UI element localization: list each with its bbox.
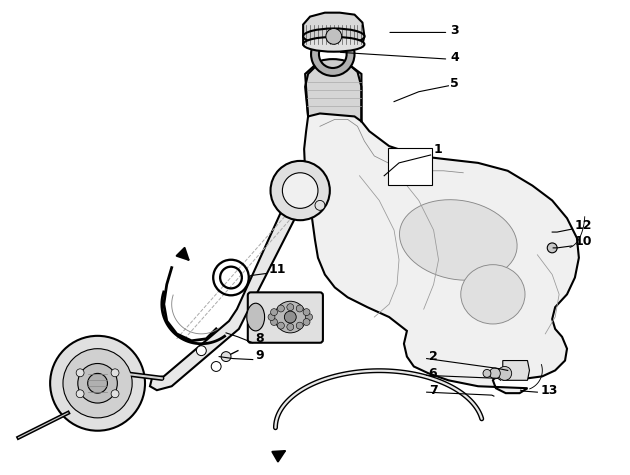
Circle shape [296, 322, 303, 329]
Text: 6: 6 [428, 367, 437, 380]
Text: 12: 12 [575, 218, 592, 232]
Ellipse shape [399, 200, 517, 280]
Circle shape [490, 368, 500, 379]
Ellipse shape [303, 28, 364, 44]
Text: 1: 1 [433, 142, 442, 155]
Polygon shape [150, 189, 308, 390]
Circle shape [88, 373, 108, 393]
Ellipse shape [316, 59, 350, 71]
Circle shape [221, 352, 231, 361]
Circle shape [483, 370, 491, 377]
Text: 11: 11 [268, 263, 286, 276]
Circle shape [211, 361, 221, 371]
Circle shape [547, 243, 557, 253]
Circle shape [287, 304, 294, 311]
Circle shape [270, 309, 277, 315]
Text: 8: 8 [256, 332, 265, 345]
Circle shape [63, 349, 132, 418]
Circle shape [296, 305, 303, 312]
Ellipse shape [247, 303, 265, 331]
Circle shape [111, 390, 119, 398]
Circle shape [315, 200, 325, 210]
Text: 13: 13 [541, 384, 558, 397]
Circle shape [270, 161, 330, 220]
Circle shape [78, 363, 117, 403]
Text: 3: 3 [450, 24, 459, 37]
Circle shape [326, 28, 341, 44]
Circle shape [50, 336, 145, 431]
Circle shape [275, 301, 306, 333]
Polygon shape [305, 65, 362, 122]
Ellipse shape [303, 37, 364, 52]
FancyBboxPatch shape [248, 292, 323, 343]
Text: 7: 7 [428, 384, 437, 397]
Circle shape [287, 323, 294, 331]
Text: 5: 5 [450, 77, 459, 90]
Polygon shape [304, 97, 579, 393]
Circle shape [306, 314, 312, 321]
Text: 9: 9 [256, 349, 265, 362]
Circle shape [284, 311, 296, 323]
Text: 2: 2 [428, 350, 437, 363]
Circle shape [197, 346, 206, 356]
Circle shape [76, 390, 84, 398]
Circle shape [277, 305, 284, 312]
Polygon shape [303, 13, 364, 44]
Text: 4: 4 [450, 51, 459, 64]
FancyBboxPatch shape [388, 148, 432, 185]
Text: 10: 10 [575, 236, 592, 248]
Circle shape [268, 314, 275, 321]
Ellipse shape [461, 265, 525, 324]
Circle shape [76, 369, 84, 377]
Circle shape [277, 322, 284, 329]
Circle shape [282, 173, 318, 209]
Polygon shape [503, 361, 529, 380]
Circle shape [303, 319, 310, 325]
Circle shape [303, 309, 310, 315]
Circle shape [498, 367, 512, 380]
Circle shape [111, 369, 119, 377]
Circle shape [270, 319, 277, 325]
